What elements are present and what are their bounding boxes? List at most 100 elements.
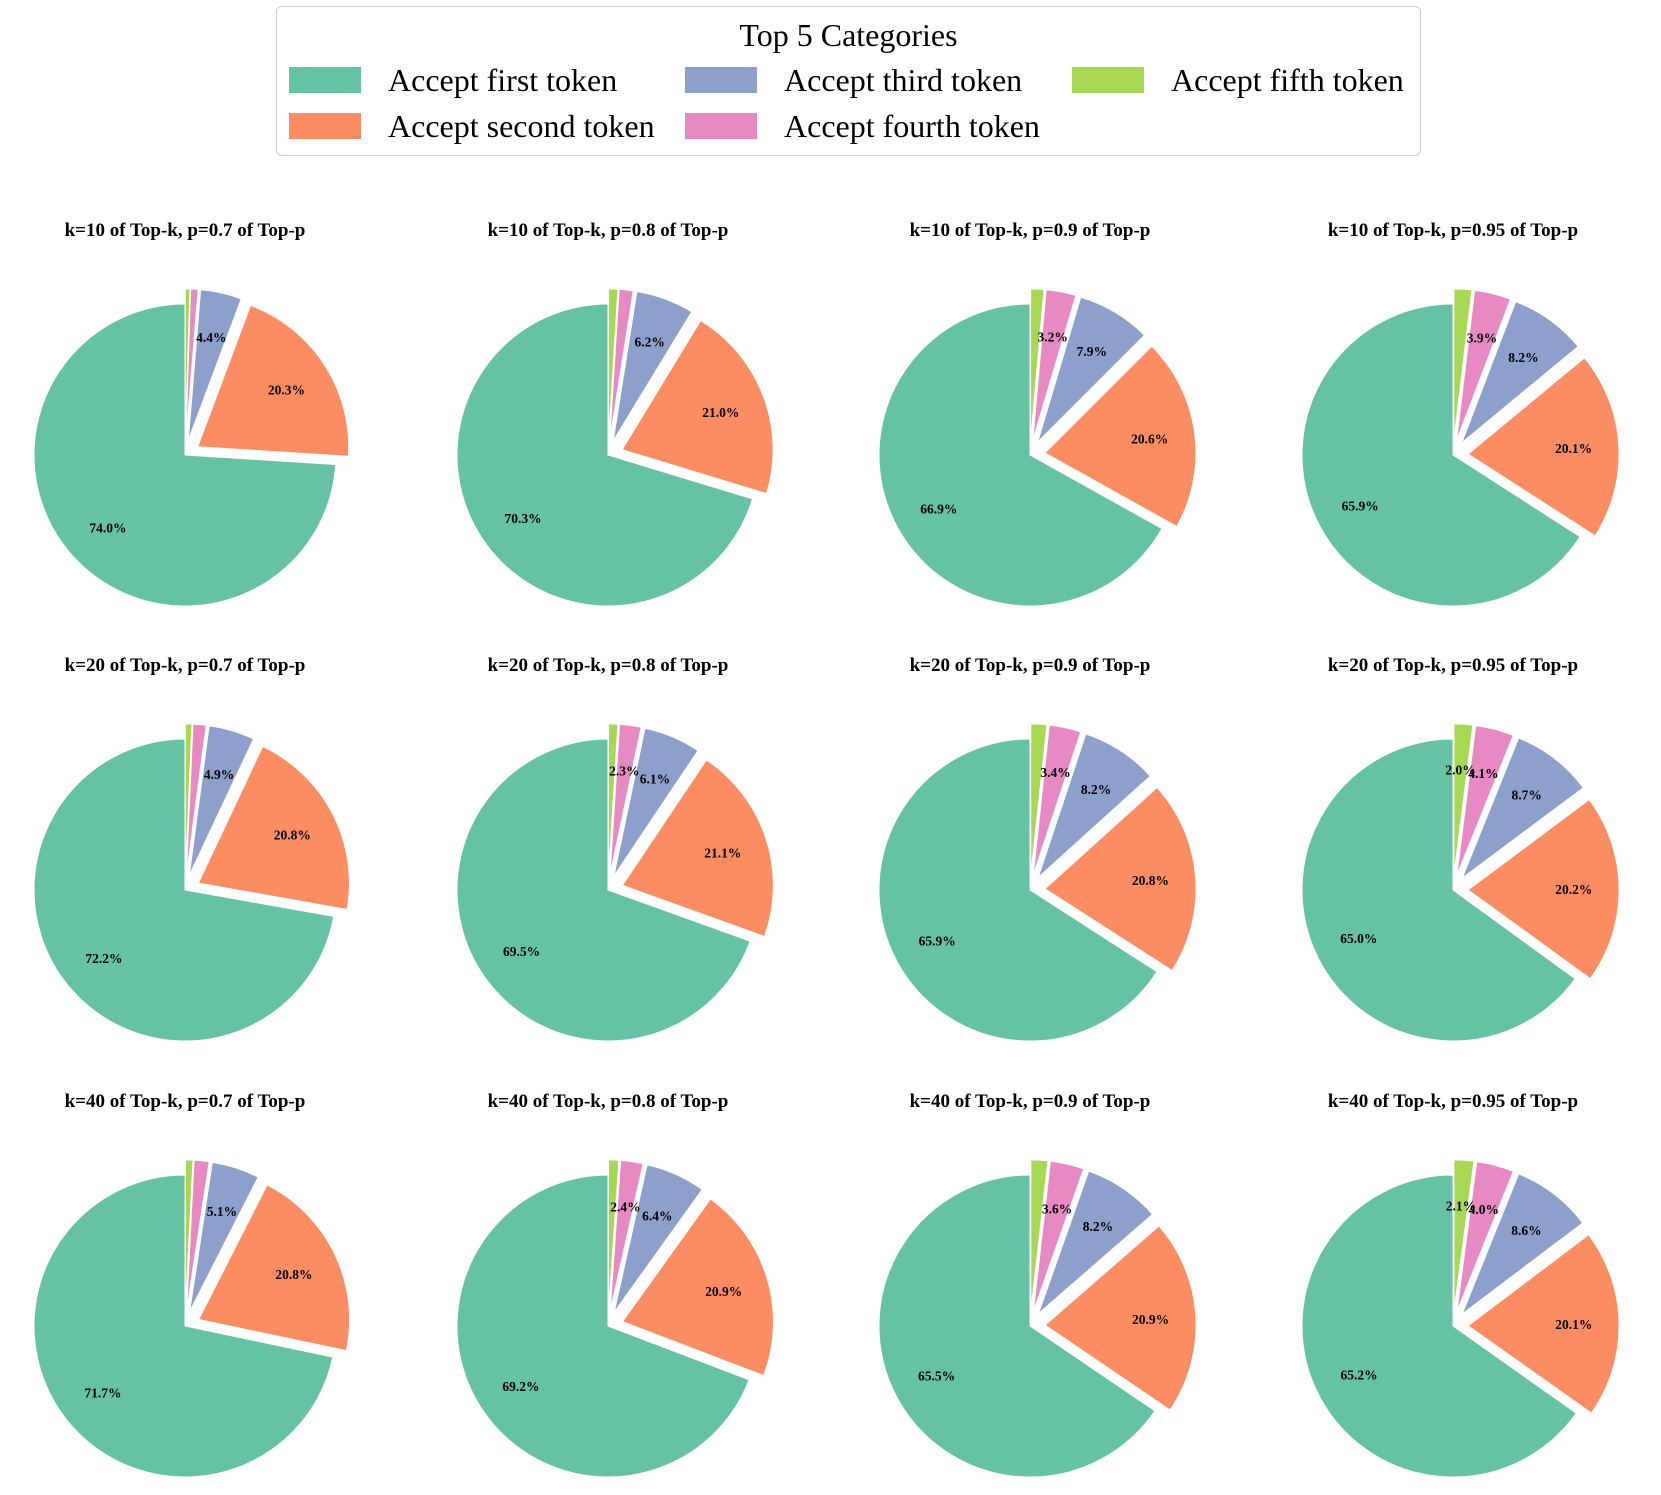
pie-slice-fourth <box>185 288 199 440</box>
pie-label-second: 21.0% <box>702 405 739 420</box>
pie-title: k=20 of Top-k, p=0.7 of Top-p <box>65 655 306 676</box>
pie-slice-first <box>878 303 1163 607</box>
pie-label-first: 65.5% <box>918 1368 955 1383</box>
legend-swatch-first <box>289 67 361 93</box>
pie-slice-second <box>197 1184 351 1352</box>
pie-slice-third <box>1037 296 1146 443</box>
pie-label-third: 5.1% <box>207 1204 237 1219</box>
pie-title: k=40 of Top-k, p=0.7 of Top-p <box>65 1091 306 1112</box>
pie-label-first: 72.2% <box>85 951 122 966</box>
pie-label-first: 65.9% <box>919 934 956 949</box>
pie-title: k=20 of Top-k, p=0.95 of Top-p <box>1328 655 1578 676</box>
pie-slice-second <box>197 745 350 911</box>
pie-slice-fifth <box>184 1159 194 1311</box>
pie-slice-third <box>1460 300 1579 445</box>
pie-label-fifth: 2.0% <box>1445 762 1475 777</box>
pie-label-second: 20.3% <box>268 382 305 397</box>
pie-slice-third <box>1037 1170 1154 1316</box>
pie-label-first: 65.9% <box>1342 499 1379 514</box>
pie-title: k=40 of Top-k, p=0.9 of Top-p <box>910 1091 1151 1112</box>
pie-slice-fourth <box>186 1159 210 1312</box>
pie-label-third: 8.2% <box>1508 350 1538 365</box>
pie-label-fourth: 3.9% <box>1467 331 1497 346</box>
pie-slice-fourth <box>1032 1160 1085 1312</box>
pie-label-second: 20.8% <box>275 1267 312 1282</box>
pie-slice-second <box>196 304 350 457</box>
pie-slice-fifth <box>607 723 619 875</box>
pie-chart-2: k=10 of Top-k, p=0.8 of Top-p 70.3% 21.0% 6… <box>456 220 774 607</box>
pie-slice-second <box>621 759 774 938</box>
pie-slice-third <box>613 727 699 877</box>
legend-label-fifth: Accept fifth token <box>1171 61 1404 98</box>
pie-slice-fourth <box>1456 725 1514 876</box>
legend-swatch-fifth <box>1072 67 1144 93</box>
legend-swatch-fourth <box>685 113 757 139</box>
pie-chart-12: k=40 of Top-k, p=0.95 of Top-p 65.2% 20.1%… <box>1301 1091 1620 1478</box>
pie-label-second: 20.8% <box>1132 873 1169 888</box>
pie-label-first: 69.5% <box>503 944 540 959</box>
legend-swatch-third <box>685 67 757 93</box>
pie-label-second: 20.1% <box>1555 1317 1592 1332</box>
pie-label-fourth: 2.3% <box>609 763 639 778</box>
pie-slice-third <box>187 289 242 441</box>
pie-label-third: 8.7% <box>1512 787 1542 802</box>
pie-slice-fourth <box>609 288 634 441</box>
pie-slice-third <box>189 1161 259 1312</box>
pie-title: k=40 of Top-k, p=0.95 of Top-p <box>1328 1091 1578 1112</box>
pie-chart-5: k=20 of Top-k, p=0.7 of Top-p 72.2% 20.8% 4… <box>33 655 350 1042</box>
pie-slice-first <box>33 1174 334 1478</box>
pie-slice-fifth <box>184 288 191 440</box>
pie-slice-second <box>1044 345 1197 528</box>
pie-label-third: 6.4% <box>642 1209 672 1224</box>
pie-title: k=20 of Top-k, p=0.8 of Top-p <box>488 655 729 676</box>
pie-slice-fifth <box>1030 288 1045 440</box>
pie-slice-fifth <box>607 288 619 440</box>
pie-title: k=40 of Top-k, p=0.8 of Top-p <box>488 1091 729 1112</box>
pie-slice-fifth <box>1453 1159 1475 1311</box>
pie-slice-third <box>612 291 693 442</box>
legend-swatch-second <box>289 113 361 139</box>
legend-item-first: Accept first token <box>289 60 617 100</box>
pie-slice-fourth <box>1032 289 1077 441</box>
pie-chart-8: k=20 of Top-k, p=0.95 of Top-p 65.0% 20.2%… <box>1301 655 1620 1042</box>
pie-label-second: 21.1% <box>704 845 741 860</box>
pie-label-third: 8.2% <box>1083 1219 1113 1234</box>
pie-slice-second <box>621 1198 774 1377</box>
pie-title: k=20 of Top-k, p=0.9 of Top-p <box>910 655 1151 676</box>
legend-item-third: Accept third token <box>685 60 1022 100</box>
pie-slice-fifth <box>608 1159 620 1311</box>
pie-slice-first <box>33 303 337 607</box>
legend-label-fourth: Accept fourth token <box>784 107 1040 144</box>
pie-label-third: 4.9% <box>204 767 234 782</box>
pie-slice-fourth <box>185 723 207 876</box>
pie-label-fourth: 3.4% <box>1040 765 1070 780</box>
pie-label-fourth: 4.0% <box>1469 1202 1499 1217</box>
pie-chart-9: k=40 of Top-k, p=0.7 of Top-p 71.7% 20.8% 5… <box>33 1091 351 1478</box>
pie-slice-third <box>188 725 255 876</box>
pie-label-second: 20.1% <box>1555 441 1592 456</box>
pie-label-first: 74.0% <box>89 520 126 535</box>
legend: Top 5 Categories Accept first token Acce… <box>276 6 1421 156</box>
pie-slice-fourth <box>609 723 642 876</box>
pie-label-second: 20.9% <box>705 1284 742 1299</box>
pie-slice-fourth <box>1032 724 1082 876</box>
pie-chart-3: k=10 of Top-k, p=0.9 of Top-p 66.9% 20.6% 7… <box>878 220 1197 607</box>
pie-label-second: 20.6% <box>1131 431 1168 446</box>
pie-slice-third <box>1037 733 1151 879</box>
pie-chart-4: k=10 of Top-k, p=0.95 of Top-p 65.9% 20.1%… <box>1301 220 1620 607</box>
pie-label-first: 65.0% <box>1340 931 1377 946</box>
legend-item-fifth: Accept fifth token <box>1072 60 1404 100</box>
legend-label-third: Accept third token <box>784 61 1023 98</box>
pie-slice-fourth <box>1456 1161 1514 1312</box>
pie-label-third: 6.1% <box>640 772 670 787</box>
legend-label-second: Accept second token <box>388 107 655 144</box>
pie-label-third: 8.2% <box>1081 782 1111 797</box>
pie-label-fifth: 2.1% <box>1446 1198 1476 1213</box>
pie-slice-first <box>1301 738 1576 1042</box>
pie-slice-fourth <box>609 1159 644 1312</box>
pie-slice-fifth <box>1453 288 1473 440</box>
pie-label-fourth: 3.6% <box>1042 1201 1072 1216</box>
pie-slice-first <box>878 738 1158 1042</box>
pie-slice-first <box>878 1174 1156 1478</box>
pie-label-second: 20.2% <box>1555 882 1592 897</box>
